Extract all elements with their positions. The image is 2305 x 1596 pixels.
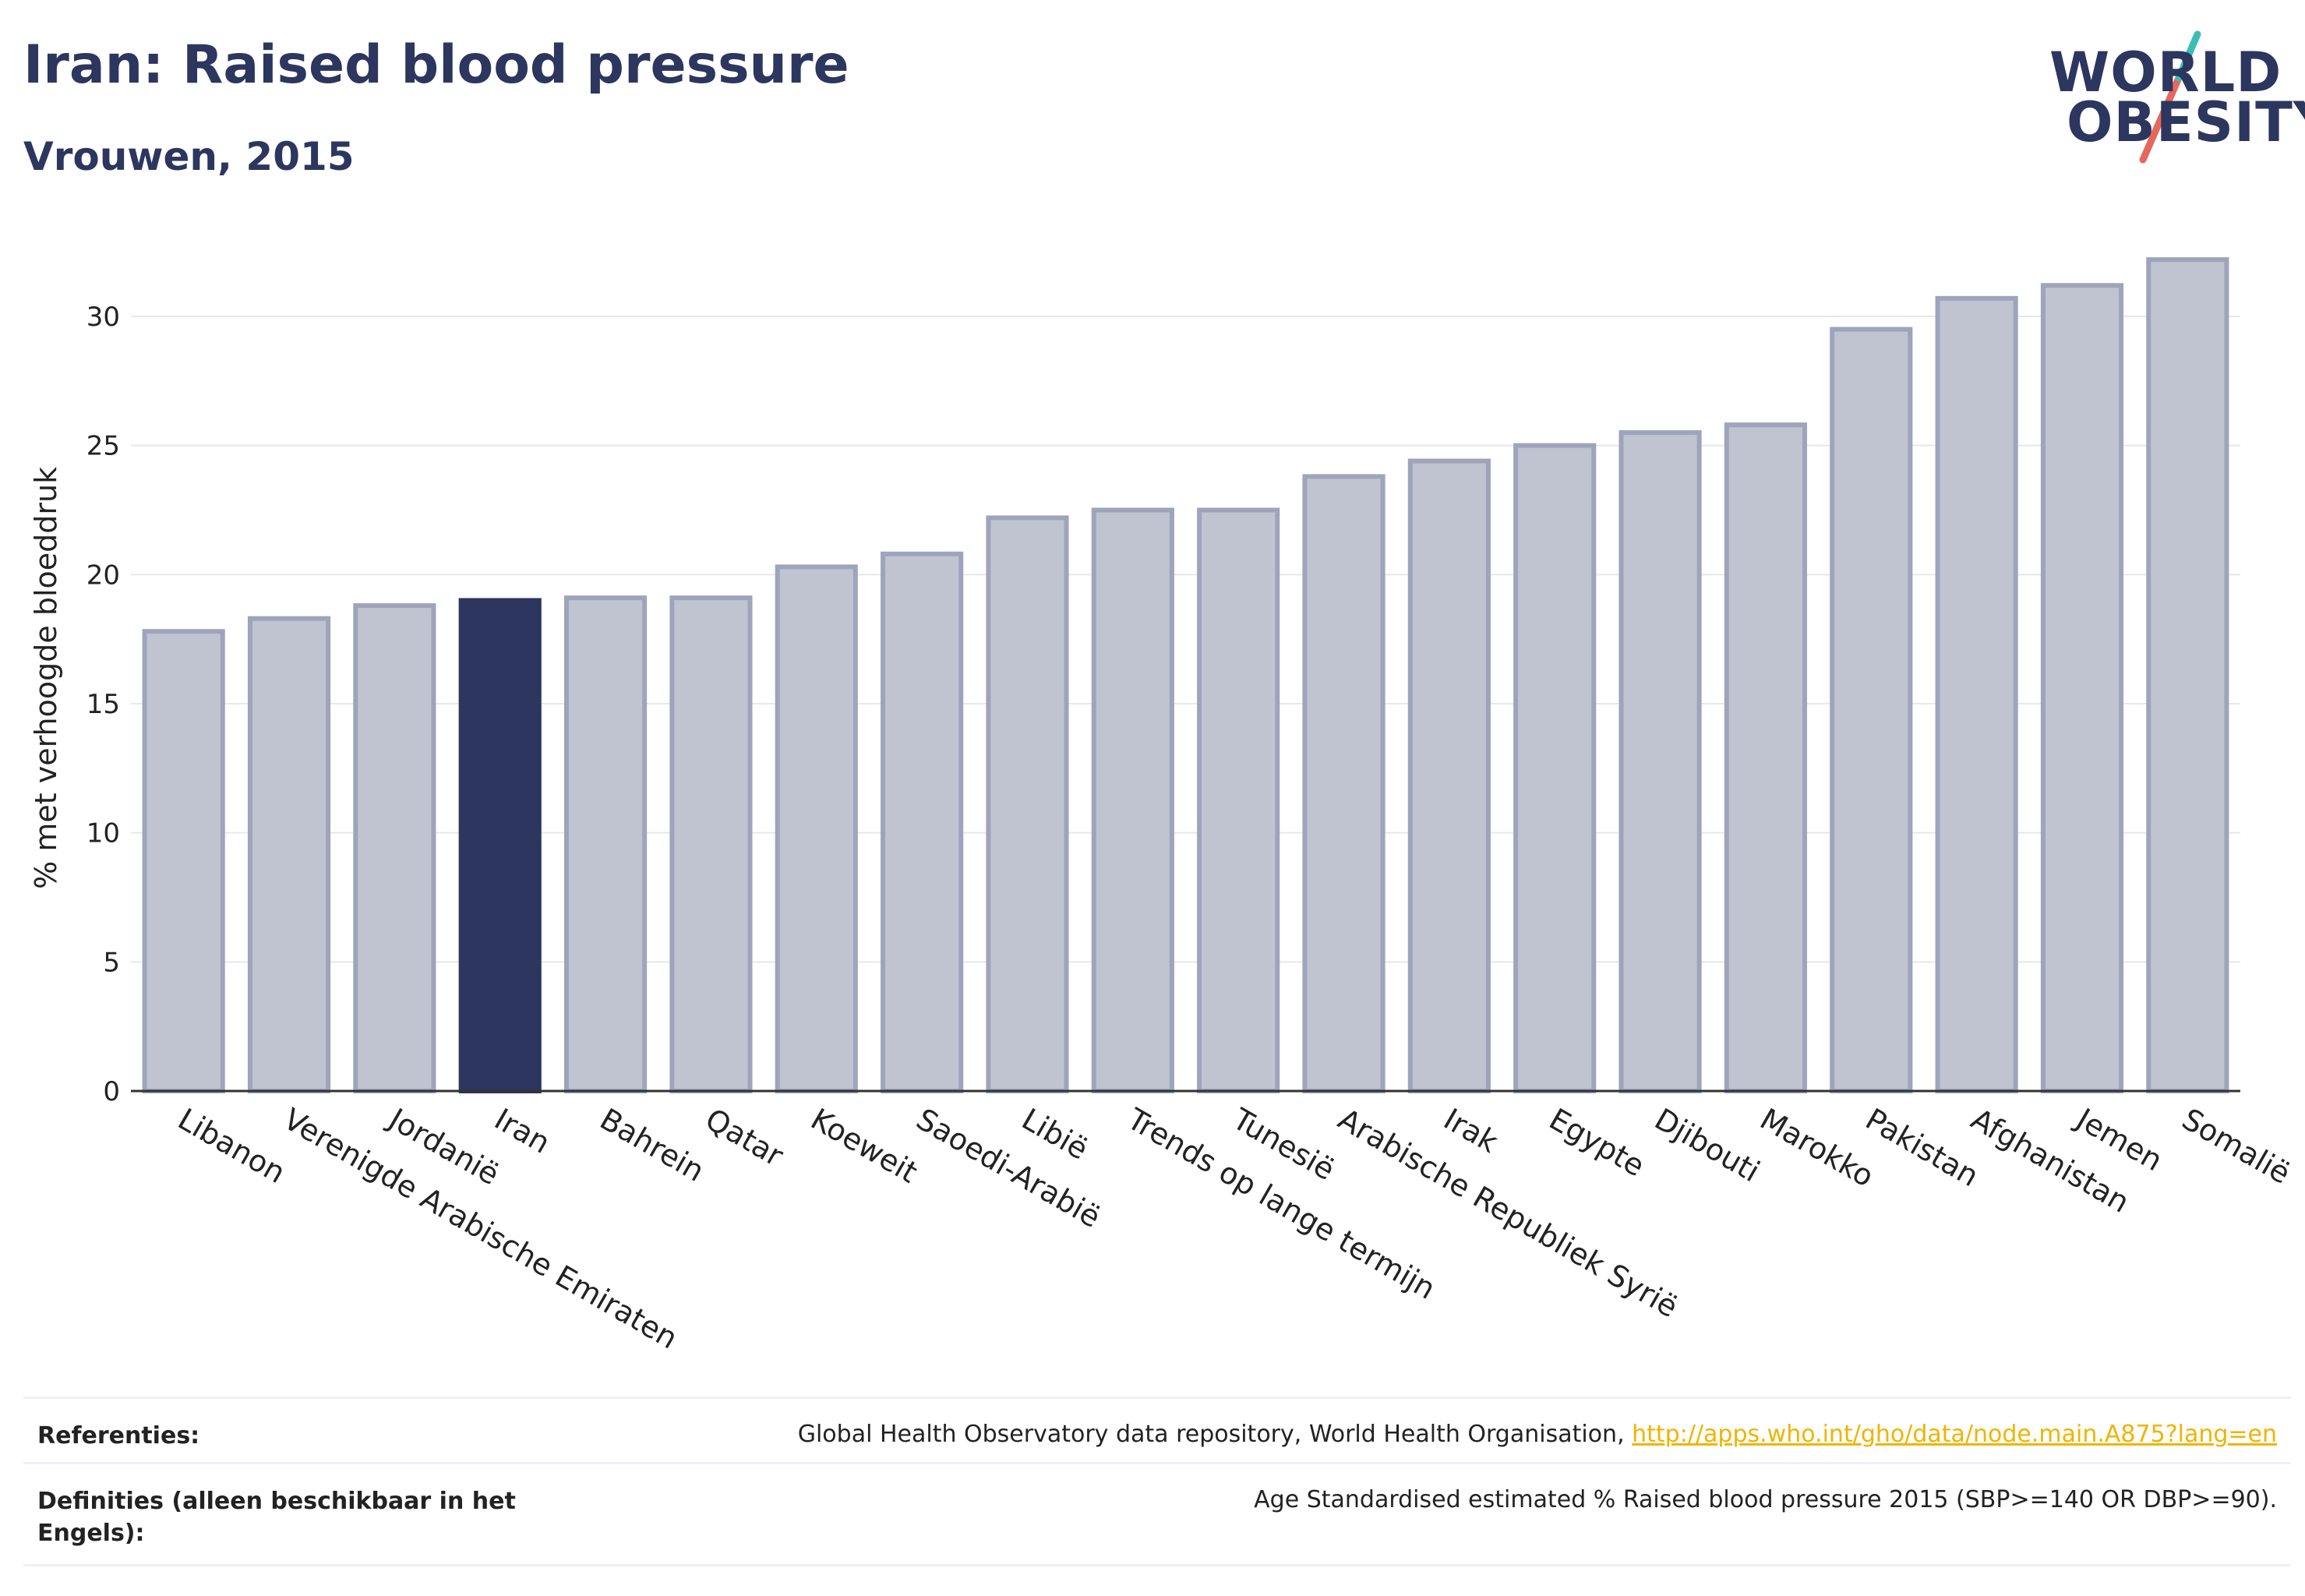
- x-tick-label: Marokko: [1754, 1102, 1880, 1194]
- x-tick-label: Egypte: [1544, 1102, 1650, 1184]
- x-tick-label: Pakistan: [1860, 1102, 1985, 1194]
- bar: [1830, 327, 1913, 1094]
- y-tick-label: 15: [86, 689, 120, 720]
- bar: [1197, 507, 1280, 1093]
- bar: [1091, 507, 1174, 1093]
- references-value: Global Health Observatory data repositor…: [798, 1421, 2277, 1448]
- logo-slash-icon: [2139, 30, 2201, 164]
- references-row: Referenties: Global Health Observatory d…: [23, 1396, 2291, 1464]
- page-subtitle: Vrouwen, 2015: [23, 134, 355, 179]
- bar: [1724, 422, 1808, 1093]
- bar: [1407, 458, 1491, 1093]
- bar: [247, 616, 331, 1093]
- y-tick-label: 25: [86, 431, 120, 462]
- world-obesity-logo: WORLD OBESITY: [2026, 23, 2305, 164]
- x-tick-label: Bahrein: [595, 1102, 711, 1188]
- x-tick-label: Libië: [1016, 1102, 1094, 1167]
- logo-line1: WORLD: [2049, 41, 2282, 104]
- definitions-value: Age Standardised estimated % Raised bloo…: [1254, 1486, 2277, 1513]
- references-link[interactable]: http://apps.who.int/gho/data/node.main.A…: [1632, 1421, 2277, 1448]
- references-label: Referenties:: [37, 1422, 200, 1449]
- y-tick-label: 30: [86, 302, 120, 333]
- x-tick-label: Irak: [1438, 1102, 1503, 1160]
- bar: [881, 551, 964, 1093]
- y-tick-label: 0: [103, 1076, 120, 1107]
- bar: [563, 595, 648, 1093]
- y-tick-label: 20: [86, 560, 120, 591]
- bar: [142, 629, 225, 1093]
- definitions-label: Definities (alleen beschikbaar in het En…: [37, 1488, 516, 1547]
- x-tick-label: Saoedi-Arabië: [911, 1102, 1107, 1234]
- y-tick-label: 10: [86, 818, 120, 849]
- bar: [775, 564, 858, 1093]
- bar: [2146, 257, 2229, 1093]
- page-title: Iran: Raised blood pressure: [23, 34, 849, 96]
- y-axis-label: % met verhoogde bloeddruk: [29, 467, 63, 889]
- bar: [1618, 430, 1702, 1093]
- x-tick-label: Libanon: [172, 1102, 291, 1190]
- bar-chart: 0 5 10 15 20 25 30 % met verhoogde bloeddruk Lib…: [29, 257, 2296, 1356]
- logo-line2: OBESITY: [2067, 90, 2305, 154]
- references-text: Global Health Observatory data repositor…: [797, 1421, 1633, 1448]
- bar: [1302, 474, 1385, 1093]
- x-tick-label: Djibouti: [1649, 1102, 1766, 1189]
- x-tick-label: Somalië: [2176, 1102, 2296, 1191]
- bar: [2040, 283, 2124, 1093]
- bar: [1935, 295, 2018, 1094]
- x-tick-label: Arabische Republiek Syrië: [1333, 1102, 1684, 1325]
- definitions-row: Definities (alleen beschikbaar in het En…: [23, 1462, 2291, 1566]
- bar: [353, 603, 436, 1093]
- bar-highlighted: [458, 598, 542, 1093]
- x-tick-label: Iran: [489, 1102, 556, 1160]
- x-tick-label: Qatar: [700, 1102, 789, 1174]
- bar: [986, 515, 1069, 1093]
- bar: [669, 595, 753, 1093]
- x-tick-label: Koeweit: [805, 1102, 923, 1190]
- y-tick-label: 5: [103, 947, 120, 978]
- bar: [1513, 443, 1597, 1093]
